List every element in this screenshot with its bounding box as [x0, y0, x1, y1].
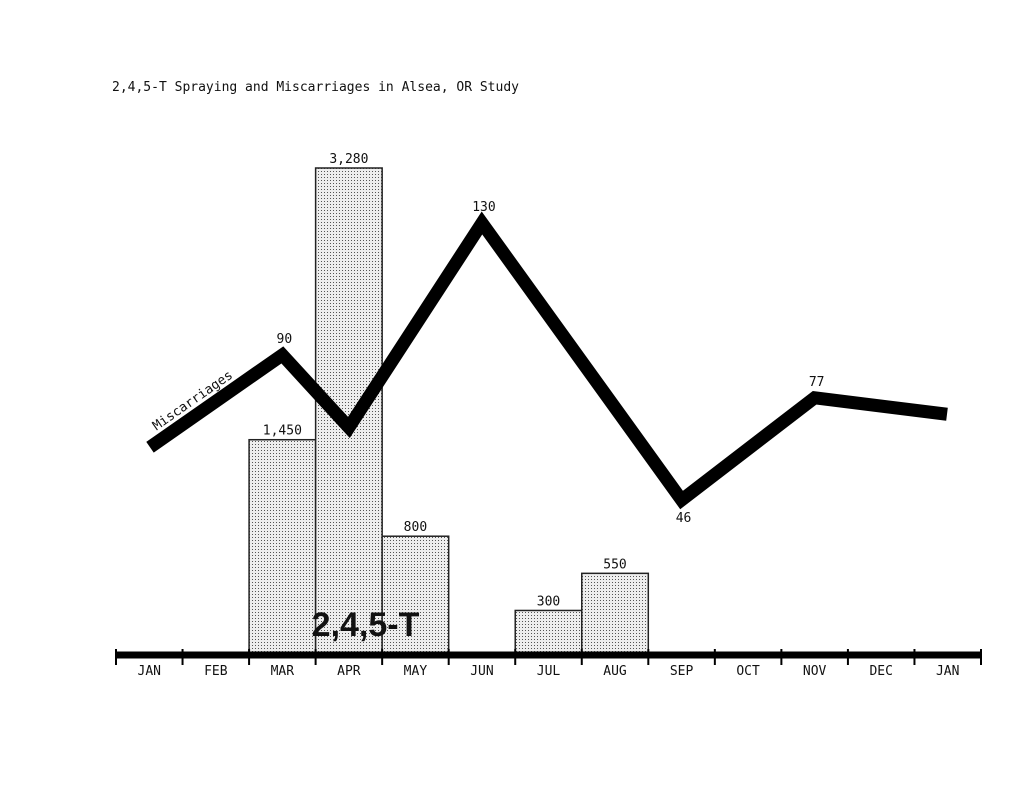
- x-tick-label: AUG: [603, 664, 627, 679]
- bars-series: [248, 167, 650, 656]
- x-axis: JAN FEB MAR APR MAY JUN JUL AUG SEP OCT NOV DEC JAN: [115, 649, 982, 679]
- x-tick-label: APR: [337, 664, 361, 679]
- bar-value-label: 800: [404, 520, 427, 535]
- bar-value-label: 550: [603, 557, 626, 572]
- x-tick-label: NOV: [803, 664, 827, 679]
- bar-series-label: 2,4,5-T: [312, 606, 420, 644]
- bar-value-label: 1,450: [263, 424, 302, 439]
- line-value-label: 77: [809, 375, 825, 390]
- bar-aug: [581, 572, 650, 656]
- line-value-label: 130: [472, 200, 495, 215]
- x-tick-label: DEC: [869, 664, 892, 679]
- line-value-label: 46: [676, 511, 692, 526]
- miscarriages-line: [146, 211, 948, 510]
- bar-jul: [514, 609, 583, 656]
- x-tick-label: JAN: [138, 664, 161, 679]
- x-tick-label: SEP: [670, 664, 694, 679]
- x-tick-label: JUN: [470, 664, 493, 679]
- chart-title: 2,4,5-T Spraying and Miscarriages in Als…: [112, 80, 519, 95]
- x-tick-label: FEB: [204, 664, 228, 679]
- x-tick-label: MAR: [271, 664, 295, 679]
- x-tick-label: JAN: [936, 664, 959, 679]
- x-tick-label: OCT: [736, 664, 760, 679]
- line-value-label: 90: [277, 332, 293, 347]
- x-tick-label: MAY: [404, 664, 428, 679]
- bar-mar: [248, 438, 317, 656]
- bar-value-label: 300: [537, 594, 560, 609]
- bar-value-label: 3,280: [329, 152, 368, 167]
- x-tick-label: JUL: [537, 664, 561, 679]
- miscarriages-series: [146, 211, 948, 510]
